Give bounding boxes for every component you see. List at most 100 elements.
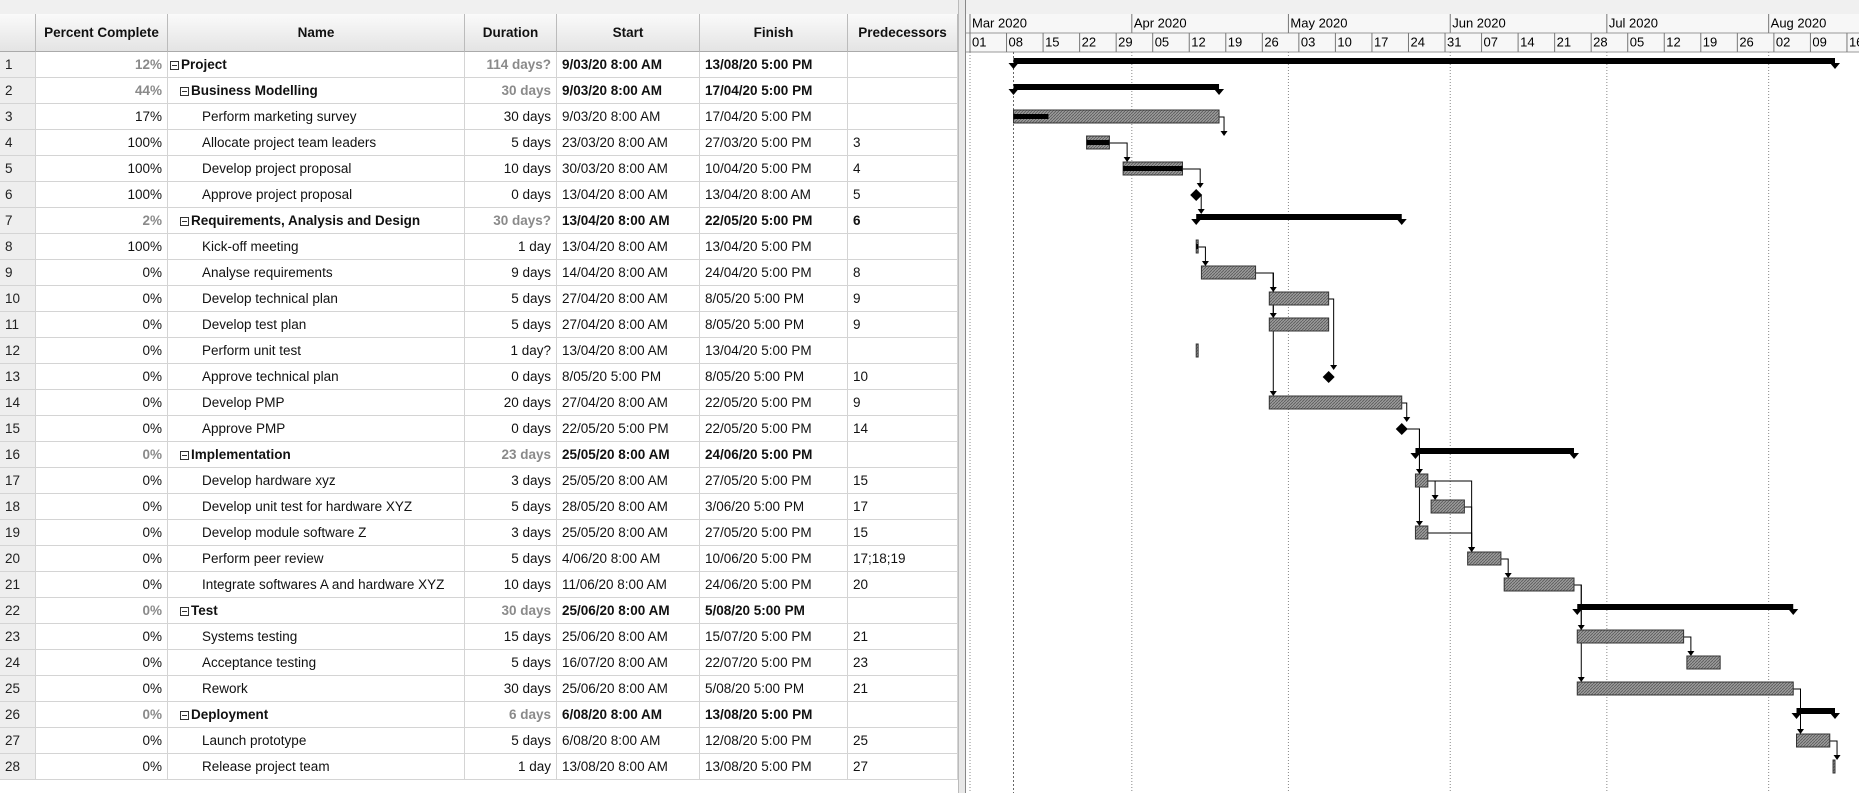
task-name-cell[interactable]: Business Modelling (168, 78, 465, 104)
start-cell[interactable]: 14/04/20 8:00 AM (557, 260, 700, 286)
column-header[interactable]: Name (168, 14, 465, 52)
duration-cell[interactable]: 1 day? (465, 338, 557, 364)
column-header[interactable]: Finish (700, 14, 848, 52)
finish-cell[interactable]: 13/08/20 5:00 PM (700, 702, 848, 728)
task-name-cell[interactable]: Analyse requirements (168, 260, 465, 286)
percent-cell[interactable]: 0% (36, 286, 168, 312)
duration-cell[interactable]: 6 days (465, 702, 557, 728)
percent-cell[interactable]: 0% (36, 624, 168, 650)
finish-cell[interactable]: 13/04/20 8:00 AM (700, 182, 848, 208)
start-cell[interactable]: 9/03/20 8:00 AM (557, 78, 700, 104)
task-name-cell[interactable]: Requirements, Analysis and Design (168, 208, 465, 234)
percent-cell[interactable]: 0% (36, 676, 168, 702)
duration-cell[interactable]: 23 days (465, 442, 557, 468)
percent-cell[interactable]: 0% (36, 546, 168, 572)
collapse-toggle[interactable] (170, 61, 179, 70)
percent-cell[interactable]: 0% (36, 598, 168, 624)
percent-cell[interactable]: 100% (36, 156, 168, 182)
predecessors-cell[interactable]: 15 (848, 520, 958, 546)
collapse-toggle[interactable] (180, 451, 189, 460)
task-name-cell[interactable]: Release project team (168, 754, 465, 780)
predecessors-cell[interactable]: 9 (848, 390, 958, 416)
start-cell[interactable]: 25/06/20 8:00 AM (557, 598, 700, 624)
finish-cell[interactable]: 22/05/20 5:00 PM (700, 390, 848, 416)
start-cell[interactable]: 25/06/20 8:00 AM (557, 676, 700, 702)
finish-cell[interactable]: 27/05/20 5:00 PM (700, 468, 848, 494)
finish-cell[interactable]: 3/06/20 5:00 PM (700, 494, 848, 520)
empty-cell[interactable] (848, 598, 958, 624)
percent-cell[interactable]: 100% (36, 130, 168, 156)
start-cell[interactable]: 30/03/20 8:00 AM (557, 156, 700, 182)
start-cell[interactable]: 4/06/20 8:00 AM (557, 546, 700, 572)
task-name-cell[interactable]: Integrate softwares A and hardware XYZ (168, 572, 465, 598)
duration-cell[interactable]: 15 days (465, 624, 557, 650)
start-cell[interactable]: 16/07/20 8:00 AM (557, 650, 700, 676)
predecessors-cell[interactable]: 21 (848, 676, 958, 702)
duration-cell[interactable]: 20 days (465, 390, 557, 416)
start-cell[interactable]: 25/05/20 8:00 AM (557, 468, 700, 494)
percent-cell[interactable]: 12% (36, 52, 168, 78)
duration-cell[interactable]: 114 days? (465, 52, 557, 78)
finish-cell[interactable]: 27/05/20 5:00 PM (700, 520, 848, 546)
task-name-cell[interactable]: Perform unit test (168, 338, 465, 364)
column-header[interactable]: Start (557, 14, 700, 52)
duration-cell[interactable]: 30 days? (465, 208, 557, 234)
duration-cell[interactable]: 30 days (465, 104, 557, 130)
start-cell[interactable]: 13/04/20 8:00 AM (557, 338, 700, 364)
duration-cell[interactable]: 3 days (465, 468, 557, 494)
task-name-cell[interactable]: Implementation (168, 442, 465, 468)
percent-cell[interactable]: 100% (36, 182, 168, 208)
predecessors-cell[interactable]: 25 (848, 728, 958, 754)
duration-cell[interactable]: 5 days (465, 546, 557, 572)
percent-cell[interactable]: 0% (36, 442, 168, 468)
finish-cell[interactable]: 8/05/20 5:00 PM (700, 286, 848, 312)
percent-cell[interactable]: 100% (36, 234, 168, 260)
task-name-cell[interactable]: Develop hardware xyz (168, 468, 465, 494)
start-cell[interactable]: 9/03/20 8:00 AM (557, 52, 700, 78)
task-name-cell[interactable]: Approve technical plan (168, 364, 465, 390)
duration-cell[interactable]: 30 days (465, 78, 557, 104)
task-name-cell[interactable]: Develop project proposal (168, 156, 465, 182)
task-name-cell[interactable]: Systems testing (168, 624, 465, 650)
column-header[interactable]: Predecessors (848, 14, 958, 52)
finish-cell[interactable]: 15/07/20 5:00 PM (700, 624, 848, 650)
collapse-toggle[interactable] (180, 217, 189, 226)
finish-cell[interactable]: 13/04/20 5:00 PM (700, 234, 848, 260)
predecessors-cell[interactable]: 5 (848, 182, 958, 208)
duration-cell[interactable]: 0 days (465, 416, 557, 442)
finish-cell[interactable]: 22/05/20 5:00 PM (700, 416, 848, 442)
duration-cell[interactable]: 0 days (465, 364, 557, 390)
percent-cell[interactable]: 0% (36, 754, 168, 780)
start-cell[interactable]: 25/06/20 8:00 AM (557, 624, 700, 650)
predecessors-cell[interactable]: 9 (848, 312, 958, 338)
predecessors-cell[interactable]: 3 (848, 130, 958, 156)
task-name-cell[interactable]: Launch prototype (168, 728, 465, 754)
predecessors-cell[interactable]: 10 (848, 364, 958, 390)
duration-cell[interactable]: 30 days (465, 598, 557, 624)
finish-cell[interactable]: 24/06/20 5:00 PM (700, 572, 848, 598)
finish-cell[interactable]: 10/04/20 5:00 PM (700, 156, 848, 182)
empty-cell[interactable] (848, 234, 958, 260)
percent-cell[interactable]: 0% (36, 468, 168, 494)
finish-cell[interactable]: 17/04/20 5:00 PM (700, 104, 848, 130)
start-cell[interactable]: 6/08/20 8:00 AM (557, 702, 700, 728)
start-cell[interactable]: 13/08/20 8:00 AM (557, 754, 700, 780)
finish-cell[interactable]: 17/04/20 5:00 PM (700, 78, 848, 104)
task-name-cell[interactable]: Approve project proposal (168, 182, 465, 208)
duration-cell[interactable]: 0 days (465, 182, 557, 208)
finish-cell[interactable]: 22/05/20 5:00 PM (700, 208, 848, 234)
percent-cell[interactable]: 0% (36, 338, 168, 364)
percent-cell[interactable]: 0% (36, 572, 168, 598)
start-cell[interactable]: 25/05/20 8:00 AM (557, 442, 700, 468)
duration-cell[interactable]: 5 days (465, 312, 557, 338)
finish-cell[interactable]: 8/05/20 5:00 PM (700, 364, 848, 390)
start-cell[interactable]: 11/06/20 8:00 AM (557, 572, 700, 598)
duration-cell[interactable]: 10 days (465, 156, 557, 182)
start-cell[interactable]: 9/03/20 8:00 AM (557, 104, 700, 130)
empty-cell[interactable] (848, 338, 958, 364)
task-name-cell[interactable]: Develop test plan (168, 312, 465, 338)
finish-cell[interactable]: 27/03/20 5:00 PM (700, 130, 848, 156)
percent-cell[interactable]: 2% (36, 208, 168, 234)
splitter[interactable] (958, 0, 966, 793)
finish-cell[interactable]: 5/08/20 5:00 PM (700, 598, 848, 624)
